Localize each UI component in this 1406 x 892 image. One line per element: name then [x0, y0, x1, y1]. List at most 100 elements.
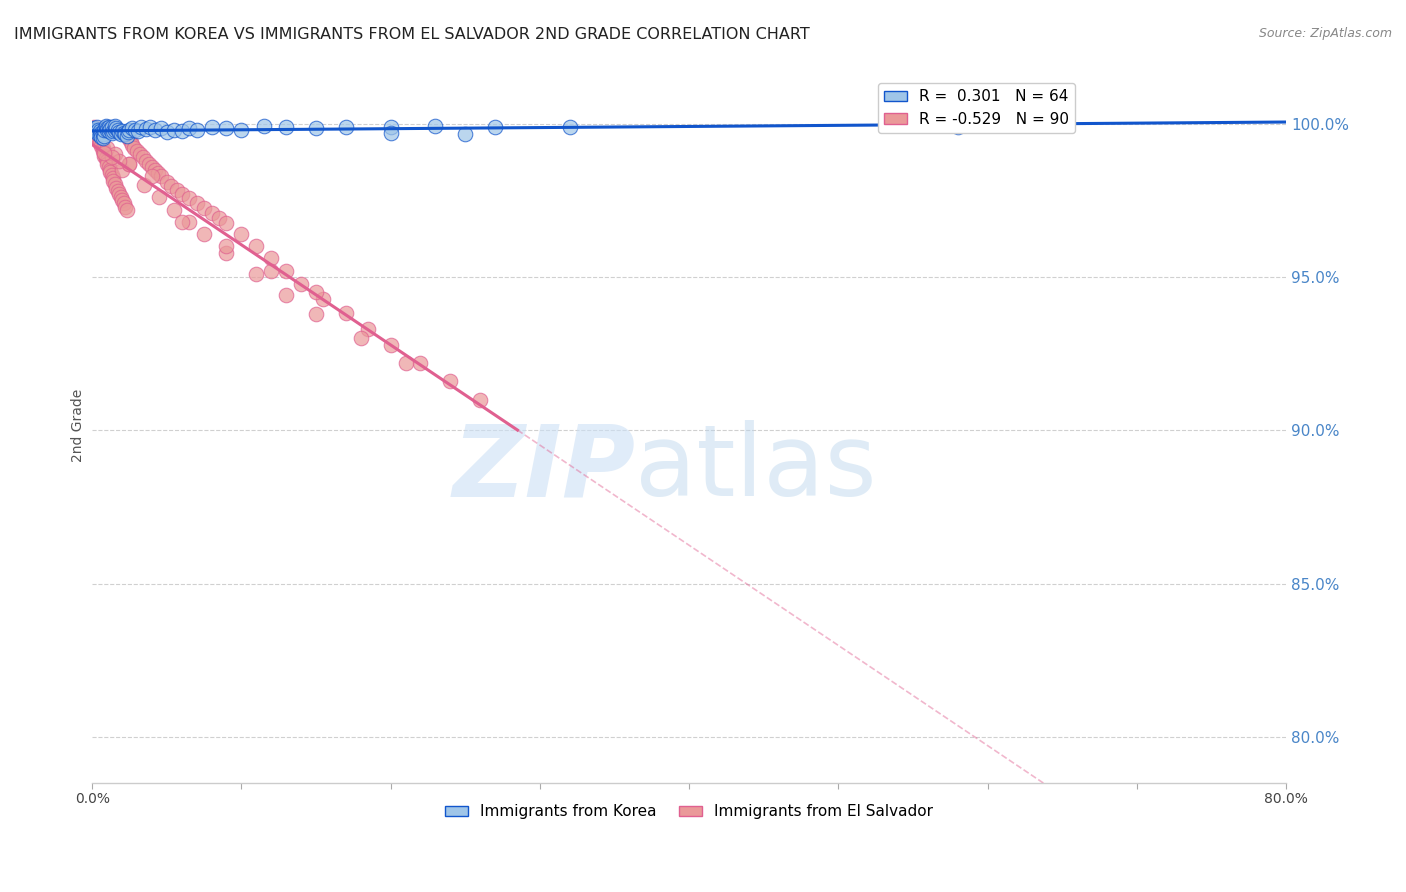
Point: [148, 190, 170, 204]
Point: [110, 190, 132, 204]
Point: [312, 292, 335, 306]
Point: [131, 120, 153, 135]
Point: [83, 120, 105, 134]
Point: [93, 128, 115, 143]
Point: [87, 122, 110, 136]
Point: [112, 196, 135, 211]
Point: [101, 124, 124, 138]
Point: [156, 175, 179, 189]
Point: [156, 125, 179, 139]
Point: [394, 356, 416, 370]
Point: [149, 121, 172, 136]
Point: [96, 157, 118, 171]
Point: [114, 200, 136, 214]
Point: [110, 127, 132, 141]
Point: [380, 338, 402, 352]
Point: [103, 119, 125, 133]
Point: [108, 125, 131, 139]
Point: [215, 121, 238, 136]
Point: [100, 120, 122, 135]
Point: [114, 128, 136, 142]
Point: [253, 119, 276, 133]
Point: [425, 119, 447, 133]
Point: [108, 186, 131, 201]
Point: [118, 132, 141, 146]
Point: [93, 145, 115, 160]
Point: [305, 121, 328, 136]
Point: [115, 202, 138, 217]
Text: Source: ZipAtlas.com: Source: ZipAtlas.com: [1258, 27, 1392, 40]
Point: [91, 128, 114, 142]
Point: [111, 124, 134, 138]
Point: [97, 161, 120, 175]
Point: [193, 201, 215, 215]
Point: [89, 124, 111, 138]
Text: ZIP: ZIP: [453, 420, 636, 517]
Point: [115, 128, 138, 143]
Point: [84, 123, 107, 137]
Point: [107, 123, 129, 137]
Point: [111, 194, 134, 208]
Point: [186, 195, 208, 210]
Point: [96, 141, 118, 155]
Point: [101, 174, 124, 188]
Point: [380, 126, 402, 140]
Point: [98, 122, 121, 136]
Point: [335, 306, 357, 320]
Point: [118, 123, 141, 137]
Point: [141, 160, 163, 174]
Point: [91, 131, 114, 145]
Point: [101, 171, 124, 186]
Point: [290, 277, 312, 291]
Point: [215, 245, 238, 260]
Point: [90, 129, 112, 144]
Point: [231, 227, 253, 241]
Point: [138, 156, 160, 170]
Point: [135, 153, 157, 168]
Point: [93, 145, 115, 160]
Point: [260, 264, 283, 278]
Point: [93, 149, 115, 163]
Text: IMMIGRANTS FROM KOREA VS IMMIGRANTS FROM EL SALVADOR 2ND GRADE CORRELATION CHART: IMMIGRANTS FROM KOREA VS IMMIGRANTS FROM…: [14, 27, 810, 42]
Point: [124, 123, 146, 137]
Point: [305, 285, 328, 300]
Point: [149, 169, 172, 184]
Point: [170, 186, 193, 201]
Point: [170, 215, 193, 229]
Point: [276, 288, 298, 302]
Point: [90, 138, 112, 153]
Point: [112, 126, 135, 140]
Point: [380, 120, 402, 135]
Point: [163, 123, 186, 137]
Point: [134, 178, 156, 192]
Point: [208, 211, 231, 226]
Point: [146, 166, 169, 180]
Point: [231, 123, 253, 137]
Point: [170, 124, 193, 138]
Point: [166, 183, 188, 197]
Point: [141, 169, 163, 183]
Point: [276, 264, 298, 278]
Point: [117, 125, 139, 139]
Point: [120, 135, 142, 149]
Point: [98, 162, 121, 177]
Point: [86, 125, 108, 139]
Point: [160, 178, 183, 193]
Point: [89, 136, 111, 150]
Point: [117, 128, 139, 143]
Point: [946, 120, 969, 134]
Point: [215, 216, 238, 230]
Point: [121, 138, 143, 153]
Point: [245, 239, 267, 253]
Point: [186, 123, 208, 137]
Point: [125, 145, 148, 159]
Point: [305, 307, 328, 321]
Point: [439, 374, 461, 388]
Point: [111, 162, 134, 177]
Point: [245, 267, 267, 281]
Point: [409, 356, 432, 370]
Point: [83, 121, 105, 136]
Point: [100, 168, 122, 182]
Point: [118, 156, 141, 170]
Legend: Immigrants from Korea, Immigrants from El Salvador: Immigrants from Korea, Immigrants from E…: [439, 798, 939, 825]
